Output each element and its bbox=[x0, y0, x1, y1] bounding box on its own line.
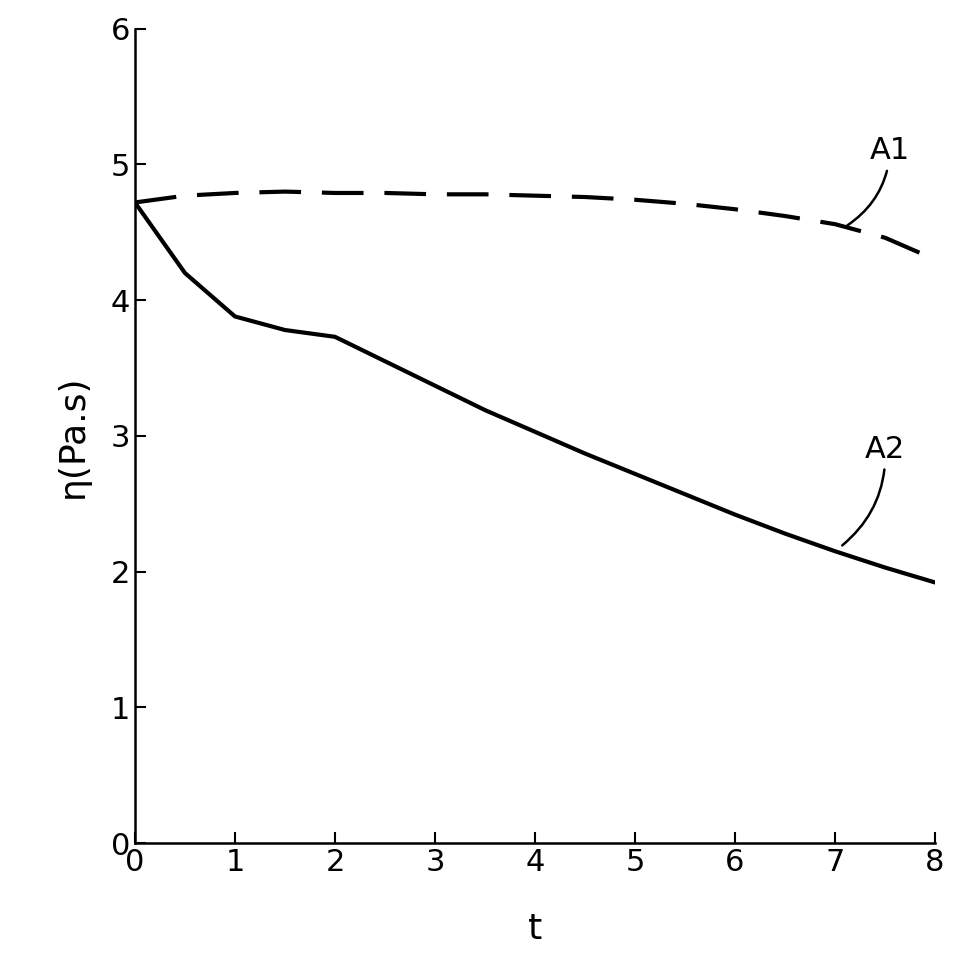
Text: A2: A2 bbox=[843, 435, 905, 545]
Y-axis label: η(Pa.s): η(Pa.s) bbox=[56, 375, 90, 497]
X-axis label: t: t bbox=[528, 912, 542, 946]
Text: A1: A1 bbox=[847, 136, 910, 225]
